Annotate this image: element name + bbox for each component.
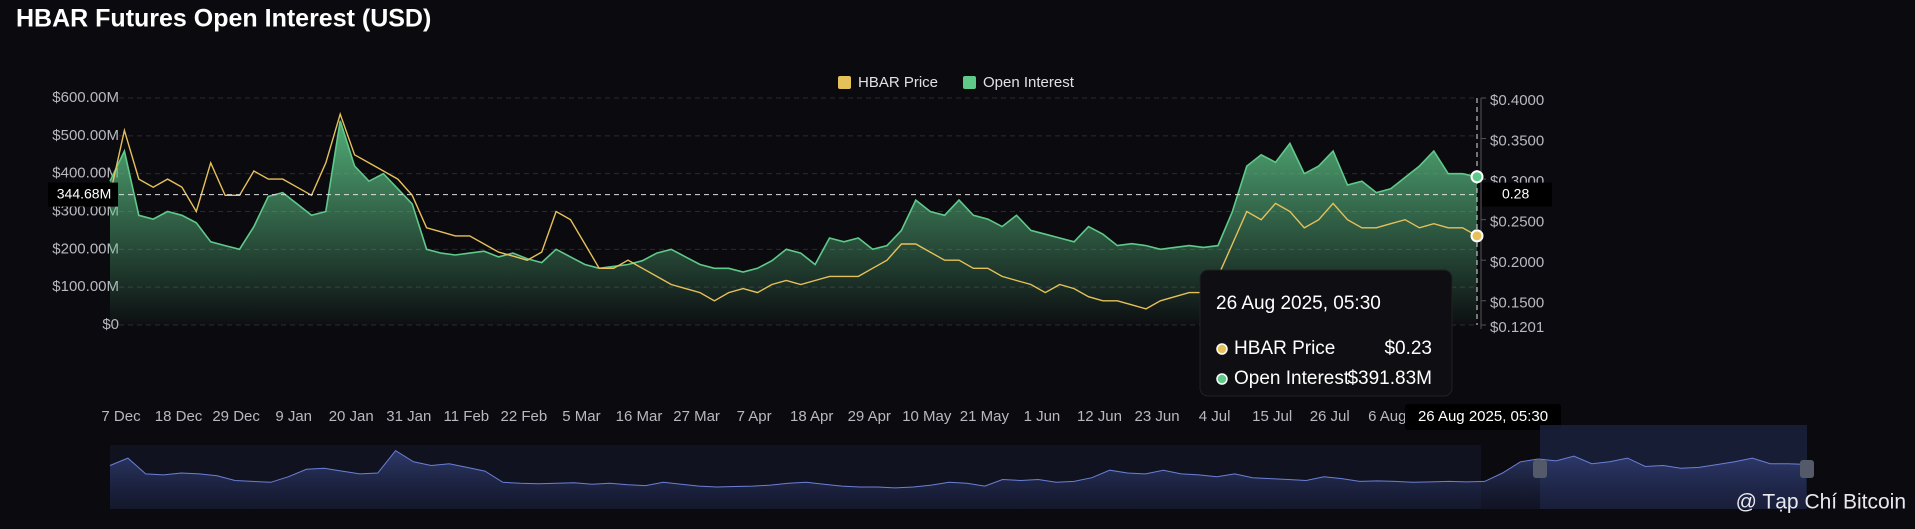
- x-tick-label: 26 Jul: [1310, 408, 1350, 425]
- crosshair-label-box: [48, 182, 118, 207]
- x-tick-label: 21 May: [960, 408, 1010, 425]
- crosshair-y2-label: 0.28: [1502, 185, 1529, 201]
- x-tick-label: 4 Jul: [1199, 408, 1231, 425]
- x-tick-label: 31 Jan: [386, 408, 431, 425]
- y2-tick-label: $0.2500: [1490, 214, 1544, 231]
- tooltip-value: $391.83M: [1347, 368, 1432, 389]
- x-tick-label: 15 Jul: [1252, 408, 1292, 425]
- tooltip-name: HBAR Price: [1234, 338, 1335, 359]
- tooltip-value: $0.23: [1384, 338, 1432, 359]
- x-crosshair-label-box: [1405, 404, 1561, 430]
- x-tick-label: 16 Mar: [616, 408, 663, 425]
- tooltip-title: 26 Aug 2025, 05:30: [1216, 293, 1381, 314]
- price-line: [109, 111, 1478, 310]
- oi-line: [109, 120, 1478, 273]
- tooltip-dot: [1216, 343, 1228, 355]
- x-tick-label: 5 Mar: [562, 408, 600, 425]
- legend-swatch: [963, 76, 976, 89]
- y2-tick-label: $0.2000: [1490, 254, 1544, 271]
- tooltip-dot: [1216, 373, 1228, 385]
- x-tick-label: 10 May: [902, 408, 952, 425]
- x-tick-label: 7 Dec: [101, 408, 141, 425]
- navigator-handle[interactable]: [1533, 460, 1547, 478]
- navigator-line: [109, 449, 1807, 489]
- x-tick-label: 18 Apr: [790, 408, 833, 425]
- y-tick-label: $100.00M: [52, 278, 119, 295]
- oi-marker: [1470, 170, 1484, 184]
- x-tick-label: 23 Jun: [1135, 408, 1180, 425]
- y-tick-label: $200.00M: [52, 240, 119, 257]
- x-tick-label: 22 Feb: [501, 408, 548, 425]
- y-tick-label: $300.00M: [52, 202, 119, 219]
- crosshair-label: 344.68M: [57, 185, 111, 201]
- y2-tick-label: $0.4000: [1490, 92, 1544, 109]
- x-tick-label: 26 Aug 2025, 05:30: [1418, 408, 1548, 425]
- legend-label: Open Interest: [983, 74, 1075, 91]
- x-tick-label: 27 Mar: [673, 408, 720, 425]
- tooltip-box: [1199, 269, 1453, 397]
- x-tick-label: 12 Jun: [1077, 408, 1122, 425]
- watermark: @ Tạp Chí Bitcoin: [1736, 491, 1906, 514]
- x-tick-label: 6 Aug: [1368, 408, 1406, 425]
- y-tick-label: $400.00M: [52, 165, 119, 182]
- y-tick-label: $500.00M: [52, 127, 119, 144]
- y2-tick-label: $0.3500: [1490, 133, 1544, 150]
- x-tick-label: 29 Dec: [212, 408, 260, 425]
- navigator-area: [110, 450, 1806, 509]
- area: [110, 120, 1477, 325]
- x-tick-label: 9 Jan: [275, 408, 312, 425]
- tooltip-name: Open Interest: [1234, 368, 1350, 389]
- x-tick-label: 20 Jan: [329, 408, 374, 425]
- x-tick-label: 18 Dec: [155, 408, 203, 425]
- x-tick-label: 1 Jun: [1024, 408, 1061, 425]
- y-tick-label: $600.00M: [52, 89, 119, 106]
- price-marker: [1470, 229, 1484, 243]
- x-tick-label: 7 Apr: [737, 408, 772, 425]
- x-tick-label: 29 Apr: [848, 408, 891, 425]
- y2-tick-label: $0.1201: [1490, 319, 1544, 336]
- chart-title: HBAR Futures Open Interest (USD): [16, 5, 431, 33]
- navigator-handle[interactable]: [1800, 460, 1814, 478]
- legend-swatch: [838, 76, 851, 89]
- x-tick-label: 11 Feb: [444, 408, 490, 425]
- crosshair-y2-box: [1482, 182, 1552, 207]
- legend-label: HBAR Price: [858, 74, 938, 91]
- y2-tick-label: $0.1500: [1490, 295, 1544, 312]
